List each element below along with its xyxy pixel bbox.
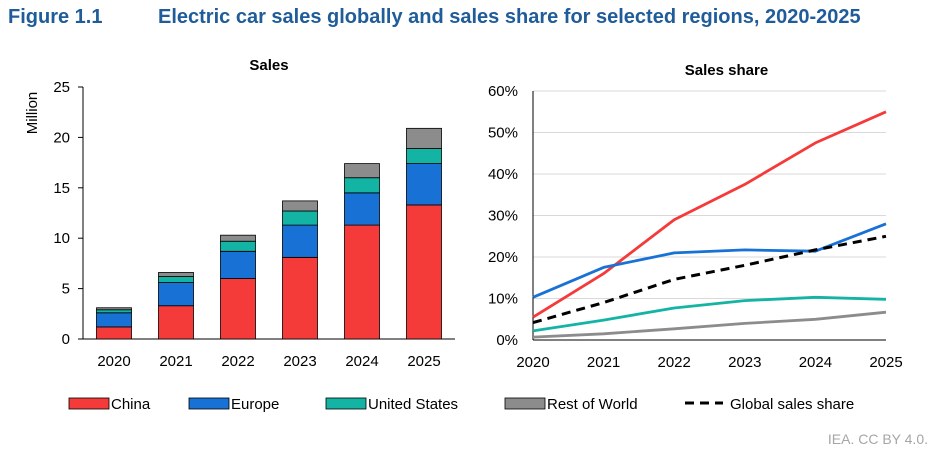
sales-chart-title: Sales [249, 57, 288, 74]
sales-y-tick-label: 20 [53, 129, 70, 146]
bar-europe-2024 [344, 192, 380, 226]
bar-united-states-2025 [406, 148, 442, 165]
sales-y-axis-label: Million [24, 92, 41, 135]
bar-united-states-2020 [96, 309, 132, 314]
bar-rest-of-world-2022 [220, 234, 256, 242]
line-rest-of-world [532, 310, 887, 339]
bar-rest-of-world-2023 [282, 200, 318, 212]
bar-china-2024 [344, 224, 380, 340]
bar-europe-2025 [406, 163, 442, 206]
bar-rest-of-world-2020 [96, 307, 132, 311]
legend-swatch-rest-of-world [504, 397, 546, 410]
share-y-tick-label: 40% [488, 166, 518, 183]
legend-swatch-united-states [325, 397, 367, 410]
legend-swatch-china [68, 397, 110, 410]
legend-label-united-states: United States [368, 396, 458, 413]
bar-china-2021 [158, 305, 194, 340]
bar-europe-2023 [282, 224, 318, 258]
bar-united-states-2023 [282, 210, 318, 226]
bar-china-2020 [96, 326, 132, 340]
sales-y-tick-label: 5 [62, 281, 70, 298]
line-europe [532, 222, 887, 299]
share-x-tick-label: 2023 [728, 354, 761, 371]
bar-united-states-2024 [344, 177, 380, 194]
share-x-tick-label: 2020 [516, 354, 549, 371]
sales-x-tick-label: 2022 [221, 353, 254, 370]
share-y-tick-label: 50% [488, 125, 518, 142]
figure-title-text: Electric car sales globally and sales sh… [158, 6, 861, 28]
sales-y-tick-label: 0 [62, 331, 70, 348]
line-global-sales-share [532, 234, 887, 325]
bar-europe-2021 [158, 282, 194, 307]
share-y-tick-label: 10% [488, 291, 518, 308]
share-x-tick-label: 2022 [658, 354, 691, 371]
sales-x-tick-label: 2025 [407, 353, 440, 370]
bar-united-states-2021 [158, 276, 194, 283]
credit-text: IEA. CC BY 4.0. [827, 431, 928, 447]
sales-x-tick-label: 2023 [283, 353, 316, 370]
figure-number: Figure 1.1 [8, 6, 103, 28]
legend-label-europe: Europe [231, 396, 279, 413]
bar-china-2023 [282, 256, 318, 340]
legend-label-global-sales-share: Global sales share [730, 396, 854, 413]
bar-europe-2022 [220, 250, 256, 279]
sales-y-tick-label: 10 [53, 230, 70, 247]
line-united-states [532, 295, 887, 333]
share-x-tick-label: 2024 [799, 354, 832, 371]
figure-title: Figure 1.1 Electric car sales globally an… [8, 6, 861, 29]
legend-swatch-europe [188, 397, 230, 410]
bar-europe-2020 [96, 312, 132, 328]
sales-x-tick-label: 2021 [159, 353, 192, 370]
bar-china-2022 [220, 278, 256, 340]
bar-rest-of-world-2024 [344, 163, 380, 179]
share-y-tick-label: 20% [488, 249, 518, 266]
sales-y-tick-label: 15 [53, 180, 70, 197]
legend-label-china: China [111, 396, 151, 413]
sales-x-tick-label: 2024 [345, 353, 378, 370]
share-y-tick-label: 0% [496, 332, 518, 349]
line-china [532, 110, 887, 319]
bar-rest-of-world-2021 [158, 272, 194, 277]
bar-china-2025 [406, 204, 442, 340]
legend-label-rest-of-world: Rest of World [547, 396, 638, 413]
bar-rest-of-world-2025 [406, 127, 442, 149]
share-chart-title: Sales share [685, 62, 768, 79]
sales-y-tick-label: 25 [53, 79, 70, 96]
share-x-tick-label: 2021 [587, 354, 620, 371]
share-y-tick-label: 30% [488, 208, 518, 225]
bar-united-states-2022 [220, 240, 256, 252]
sales-x-tick-label: 2020 [97, 353, 130, 370]
share-y-tick-label: 60% [488, 83, 518, 100]
share-x-tick-label: 2025 [869, 354, 902, 371]
